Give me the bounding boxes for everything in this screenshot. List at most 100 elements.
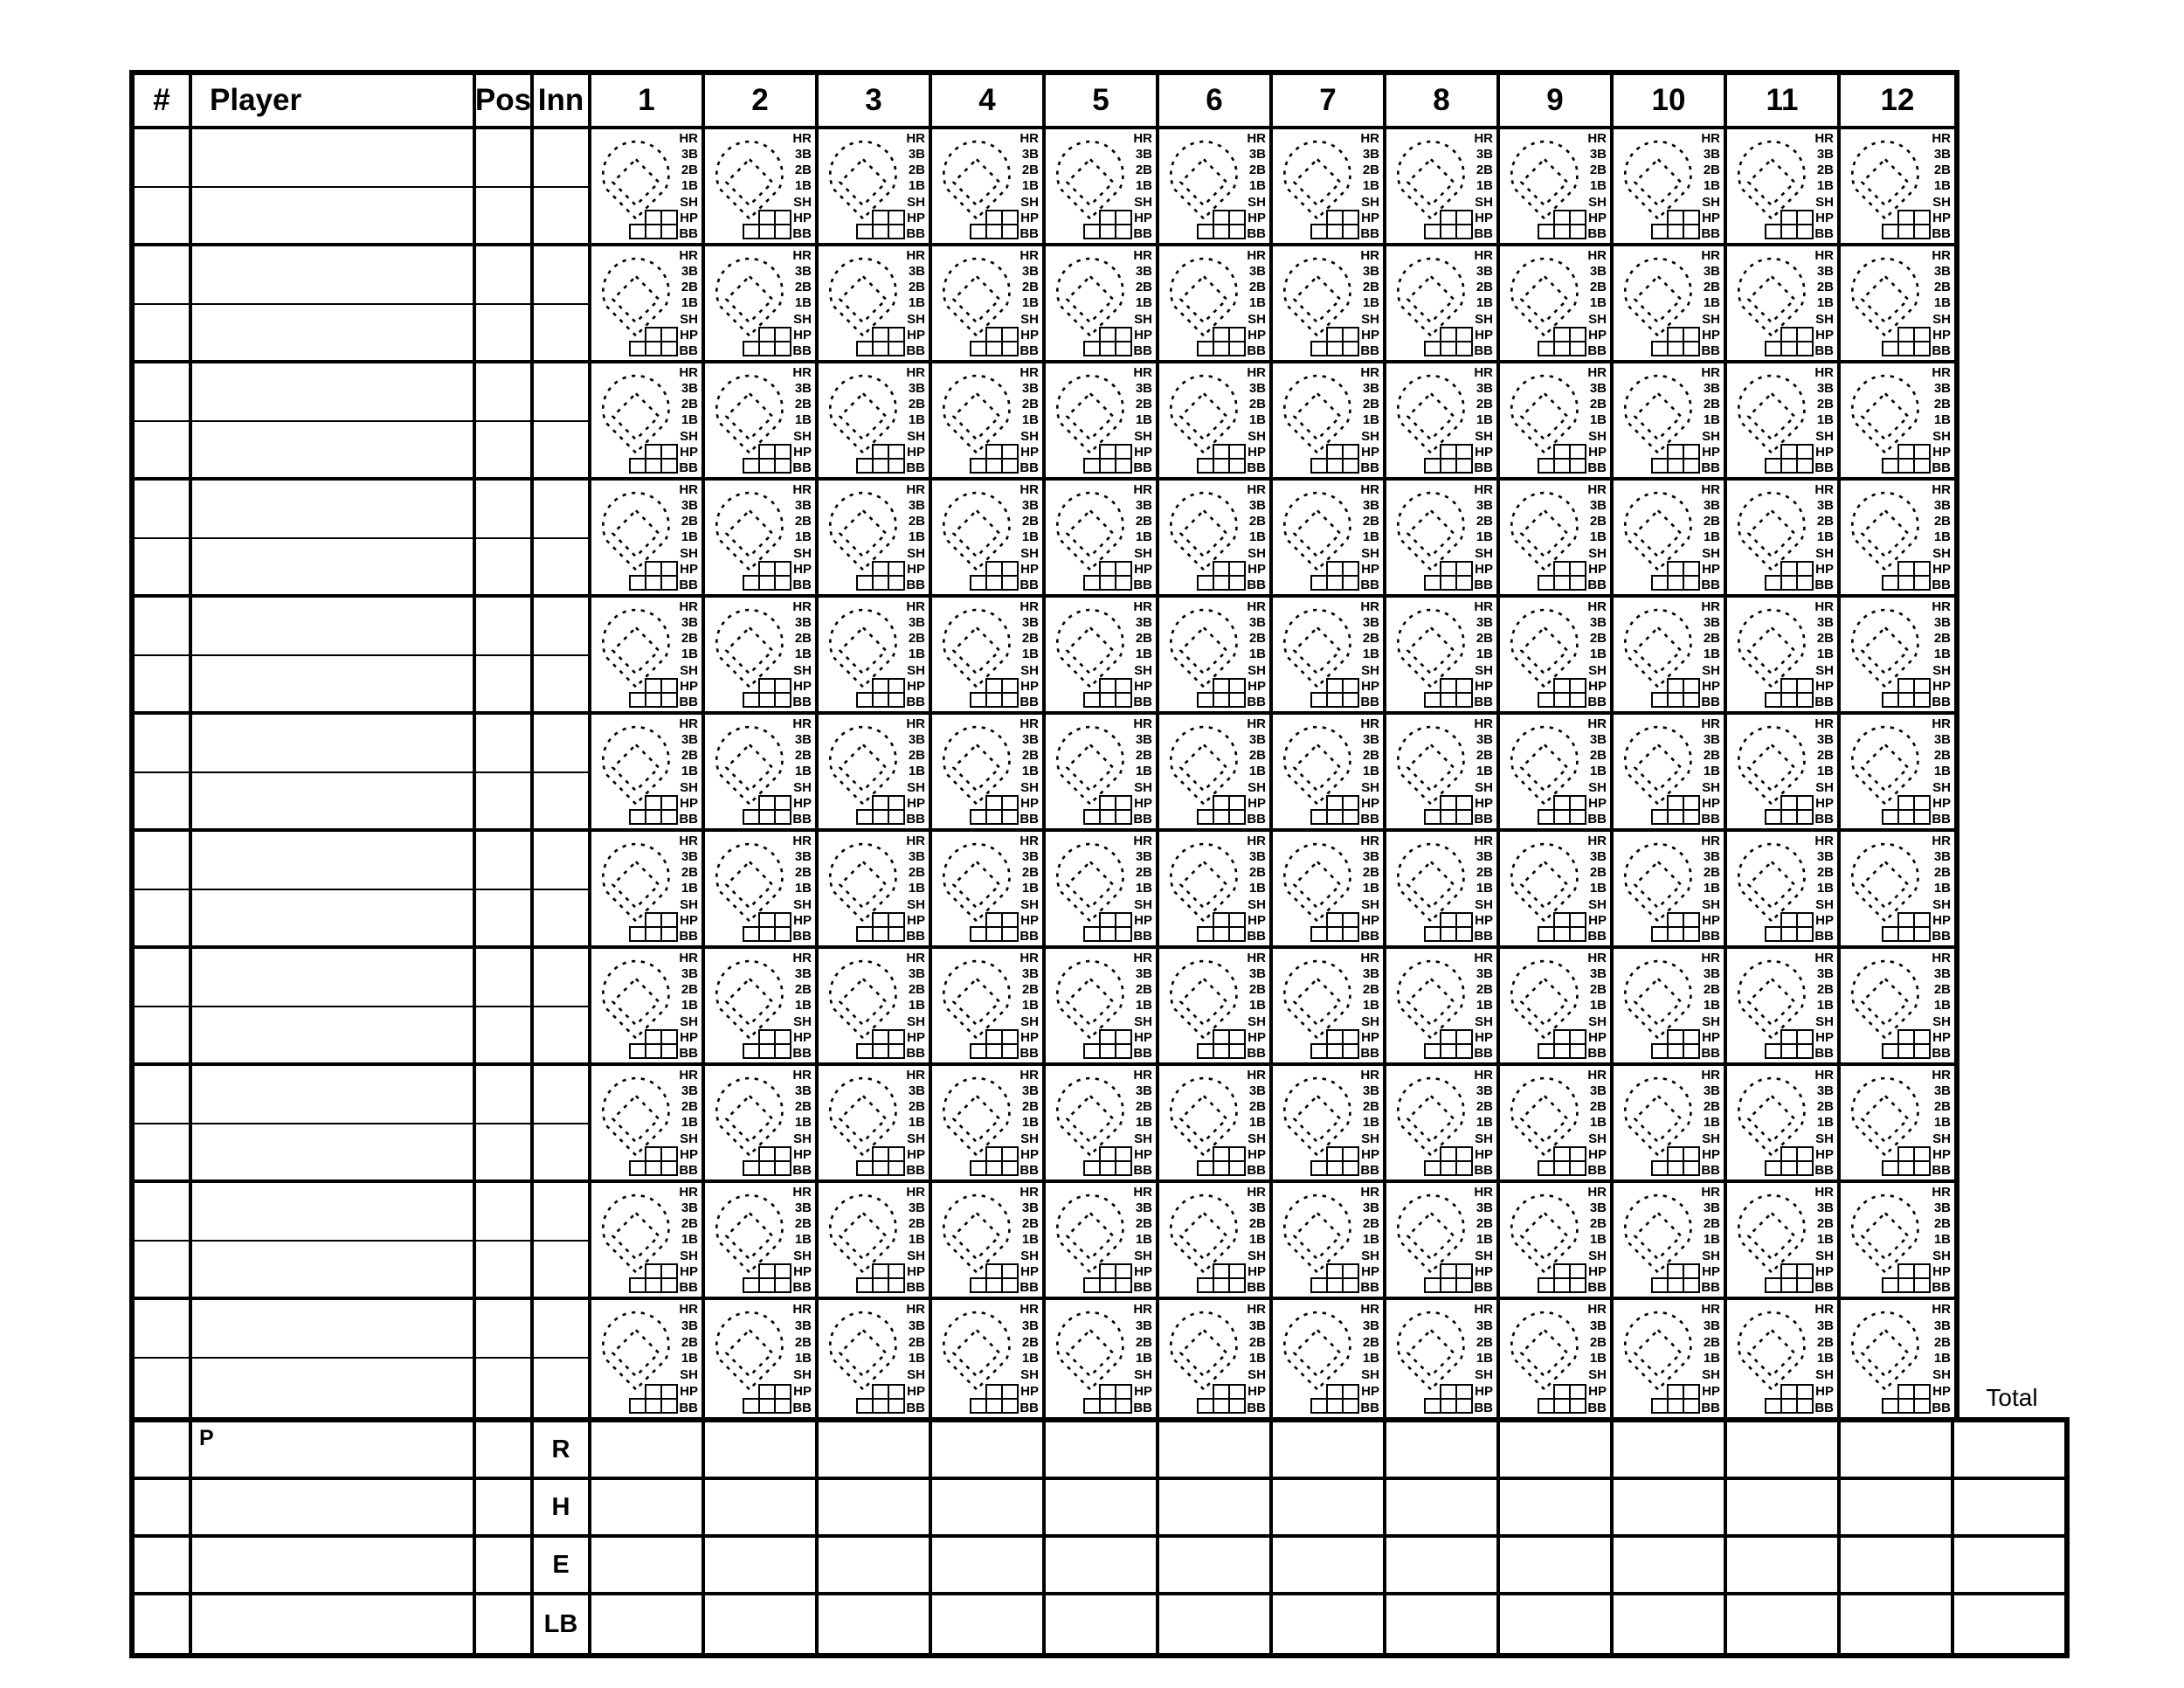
inning-score-cell[interactable]: HR 3B 2B 1B SH HP BB [1841,1183,1954,1300]
stat-value-cell[interactable] [1500,1480,1614,1538]
player-number-cell[interactable] [135,890,192,949]
stat-value-cell[interactable] [1273,1595,1386,1653]
inning-score-cell[interactable]: HR 3B 2B 1B SH HP BB [1500,715,1614,832]
player-number-cell[interactable] [135,188,192,246]
summary-pos-cell[interactable] [476,1422,534,1480]
inning-entered-cell[interactable] [534,773,591,832]
inning-score-cell[interactable]: HR 3B 2B 1B SH HP BB [705,832,819,949]
inning-score-cell[interactable]: HR 3B 2B 1B SH HP BB [1727,1183,1841,1300]
inning-entered-cell[interactable] [534,1124,591,1183]
player-name-cell[interactable] [192,949,476,1007]
inning-entered-cell[interactable] [534,481,591,539]
stat-value-cell[interactable] [1273,1480,1386,1538]
player-number-cell[interactable] [135,1124,192,1183]
inning-score-cell[interactable]: HR 3B 2B 1B SH HP BB [1727,246,1841,363]
inning-score-cell[interactable]: HR 3B 2B 1B SH HP BB [1046,1183,1159,1300]
inning-score-cell[interactable]: HR 3B 2B 1B SH HP BB [1500,949,1614,1066]
stat-value-cell[interactable] [1500,1422,1614,1480]
stat-value-cell[interactable] [1727,1422,1841,1480]
summary-name-cell[interactable] [192,1595,476,1653]
inning-score-cell[interactable]: HR 3B 2B 1B SH HP BB [1159,832,1273,949]
inning-score-cell[interactable]: HR 3B 2B 1B SH HP BB [1841,1300,1954,1417]
inning-score-cell[interactable]: HR 3B 2B 1B SH HP BB [1386,481,1500,598]
position-cell[interactable] [476,656,534,715]
inning-score-cell[interactable]: HR 3B 2B 1B SH HP BB [1841,715,1954,832]
player-number-cell[interactable] [135,481,192,539]
inning-entered-cell[interactable] [534,598,591,656]
player-number-cell[interactable] [135,1183,192,1242]
stat-value-cell[interactable] [1159,1538,1273,1595]
inning-score-cell[interactable]: HR 3B 2B 1B SH HP BB [1273,246,1386,363]
inning-score-cell[interactable]: HR 3B 2B 1B SH HP BB [1159,481,1273,598]
inning-score-cell[interactable]: HR 3B 2B 1B SH HP BB [1159,1183,1273,1300]
inning-score-cell[interactable]: HR 3B 2B 1B SH HP BB [591,363,705,481]
inning-score-cell[interactable]: HR 3B 2B 1B SH HP BB [1614,129,1727,246]
inning-entered-cell[interactable] [534,539,591,598]
player-number-cell[interactable] [135,949,192,1007]
stat-value-cell[interactable] [705,1480,819,1538]
inning-score-cell[interactable]: HR 3B 2B 1B SH HP BB [705,246,819,363]
player-number-cell[interactable] [135,1007,192,1066]
stat-value-cell[interactable] [1727,1480,1841,1538]
position-cell[interactable] [476,890,534,949]
stat-value-cell[interactable] [1046,1538,1159,1595]
stat-value-cell[interactable] [1500,1595,1614,1653]
inning-score-cell[interactable]: HR 3B 2B 1B SH HP BB [932,598,1046,715]
player-name-cell[interactable] [192,598,476,656]
player-name-cell[interactable] [192,539,476,598]
inning-score-cell[interactable]: HR 3B 2B 1B SH HP BB [1273,598,1386,715]
player-number-cell[interactable] [135,363,192,422]
inning-entered-cell[interactable] [534,422,591,481]
stat-value-cell[interactable] [1841,1595,1954,1653]
inning-score-cell[interactable]: HR 3B 2B 1B SH HP BB [932,1300,1046,1417]
stat-value-cell[interactable] [591,1480,705,1538]
stat-value-cell[interactable] [1614,1480,1727,1538]
player-number-cell[interactable] [135,1359,192,1417]
inning-score-cell[interactable]: HR 3B 2B 1B SH HP BB [591,129,705,246]
inning-score-cell[interactable]: HR 3B 2B 1B SH HP BB [1159,1300,1273,1417]
inning-score-cell[interactable]: HR 3B 2B 1B SH HP BB [1386,949,1500,1066]
stat-value-cell[interactable] [591,1538,705,1595]
player-number-cell[interactable] [135,305,192,363]
inning-score-cell[interactable]: HR 3B 2B 1B SH HP BB [1046,715,1159,832]
position-cell[interactable] [476,1183,534,1242]
inning-score-cell[interactable]: HR 3B 2B 1B SH HP BB [1841,363,1954,481]
stat-value-cell[interactable] [1159,1595,1273,1653]
player-name-cell[interactable] [192,129,476,188]
inning-score-cell[interactable]: HR 3B 2B 1B SH HP BB [591,1183,705,1300]
position-cell[interactable] [476,1124,534,1183]
stat-value-cell[interactable] [819,1422,932,1480]
stat-value-cell[interactable] [819,1538,932,1595]
inning-score-cell[interactable]: HR 3B 2B 1B SH HP BB [705,481,819,598]
inning-score-cell[interactable]: HR 3B 2B 1B SH HP BB [1046,832,1159,949]
inning-score-cell[interactable]: HR 3B 2B 1B SH HP BB [591,481,705,598]
inning-score-cell[interactable]: HR 3B 2B 1B SH HP BB [932,481,1046,598]
summary-number-cell[interactable] [135,1480,192,1538]
inning-score-cell[interactable]: HR 3B 2B 1B SH HP BB [1159,1066,1273,1183]
inning-score-cell[interactable]: HR 3B 2B 1B SH HP BB [1046,363,1159,481]
inning-score-cell[interactable]: HR 3B 2B 1B SH HP BB [819,832,932,949]
inning-score-cell[interactable]: HR 3B 2B 1B SH HP BB [1046,481,1159,598]
stat-value-cell[interactable] [1046,1595,1159,1653]
stat-value-cell[interactable] [1159,1480,1273,1538]
inning-score-cell[interactable]: HR 3B 2B 1B SH HP BB [932,363,1046,481]
inning-score-cell[interactable]: HR 3B 2B 1B SH HP BB [1614,481,1727,598]
inning-score-cell[interactable]: HR 3B 2B 1B SH HP BB [1727,1066,1841,1183]
player-number-cell[interactable] [135,246,192,305]
inning-score-cell[interactable]: HR 3B 2B 1B SH HP BB [1159,949,1273,1066]
player-name-cell[interactable] [192,1183,476,1242]
player-name-cell[interactable] [192,773,476,832]
inning-entered-cell[interactable] [534,1242,591,1300]
position-cell[interactable] [476,832,534,890]
player-name-cell[interactable] [192,890,476,949]
inning-score-cell[interactable]: HR 3B 2B 1B SH HP BB [591,949,705,1066]
player-number-cell[interactable] [135,773,192,832]
inning-score-cell[interactable]: HR 3B 2B 1B SH HP BB [1159,363,1273,481]
player-number-cell[interactable] [135,1242,192,1300]
position-cell[interactable] [476,246,534,305]
player-name-cell[interactable] [192,1124,476,1183]
inning-score-cell[interactable]: HR 3B 2B 1B SH HP BB [1386,363,1500,481]
inning-entered-cell[interactable] [534,890,591,949]
inning-score-cell[interactable]: HR 3B 2B 1B SH HP BB [1614,949,1727,1066]
inning-score-cell[interactable]: HR 3B 2B 1B SH HP BB [591,832,705,949]
